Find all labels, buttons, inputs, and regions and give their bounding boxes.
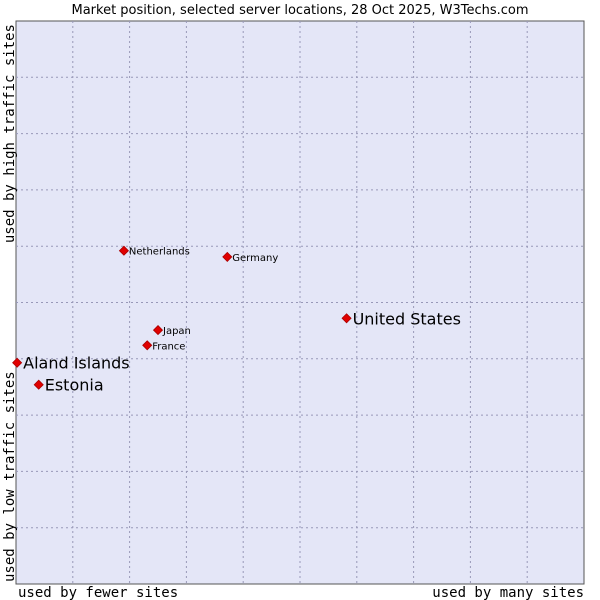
- point-marker[interactable]: [152, 325, 164, 336]
- point-label: Germany: [232, 253, 278, 264]
- point-label: Japan: [162, 326, 191, 337]
- data-point-japan[interactable]: Japan: [152, 325, 191, 338]
- point-marker[interactable]: [341, 313, 352, 324]
- data-points: Netherlands Germany United States Japan Fran…: [12, 245, 461, 395]
- x-axis-label-right: used by many sites: [432, 585, 584, 600]
- data-point-aland-islands[interactable]: Aland Islands: [12, 354, 130, 373]
- grid-lines: [16, 21, 584, 584]
- point-marker[interactable]: [142, 340, 153, 351]
- point-marker[interactable]: [33, 379, 44, 390]
- chart-title: Market position, selected server locatio…: [71, 3, 528, 18]
- y-axis-label-top: used by high traffic sites: [2, 24, 18, 243]
- point-marker[interactable]: [12, 357, 23, 368]
- data-point-netherlands[interactable]: Netherlands: [118, 245, 190, 258]
- data-point-united-states[interactable]: United States: [341, 309, 461, 328]
- point-label: Aland Islands: [23, 354, 130, 373]
- point-label: Netherlands: [129, 247, 190, 258]
- x-axis-label-left: used by fewer sites: [18, 585, 178, 600]
- point-marker[interactable]: [118, 245, 129, 256]
- point-label: France: [152, 341, 185, 352]
- data-point-germany[interactable]: Germany: [222, 251, 279, 264]
- point-label: Estonia: [45, 376, 104, 395]
- data-point-france[interactable]: France: [142, 340, 186, 353]
- point-label: United States: [353, 309, 461, 328]
- y-axis-label-bottom: used by low traffic sites: [2, 371, 18, 582]
- point-marker[interactable]: [222, 251, 233, 262]
- data-point-estonia[interactable]: Estonia: [33, 376, 104, 395]
